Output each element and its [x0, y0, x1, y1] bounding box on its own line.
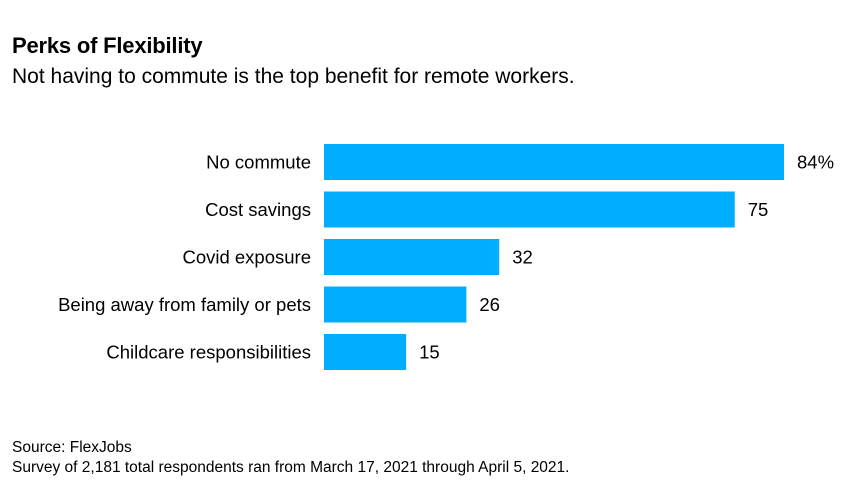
category-label-being-away-from-family-or-pets: Being away from family or pets [58, 294, 311, 315]
source-note: Source: FlexJobs [12, 439, 132, 456]
bar-being-away-from-family-or-pets [324, 286, 467, 323]
category-label-no-commute: No commute [206, 152, 311, 173]
value-label-being-away-from-family-or-pets: 26 [479, 294, 500, 315]
bar-cost-savings [324, 191, 735, 228]
survey-note: Survey of 2,181 total respondents ran fr… [12, 459, 570, 476]
category-label-cost-savings: Cost savings [205, 199, 311, 220]
category-label-childcare-responsibilities: Childcare responsibilities [106, 342, 311, 363]
chart-title: Perks of Flexibility [12, 33, 203, 58]
bar-chart: No commute 84% Cost savings 75 Covid exposur… [58, 144, 834, 370]
value-label-covid-exposure: 32 [512, 247, 533, 268]
value-label-childcare-responsibilities: 15 [419, 342, 440, 363]
value-label-no-commute: 84% [797, 152, 834, 173]
bar-no-commute [324, 144, 784, 180]
category-label-covid-exposure: Covid exposure [182, 247, 311, 268]
bar-covid-exposure [324, 239, 500, 275]
value-label-cost-savings: 75 [748, 199, 769, 220]
chart-subtitle: Not having to commute is the top benefit… [12, 65, 575, 88]
bar-childcare-responsibilities [324, 334, 407, 370]
